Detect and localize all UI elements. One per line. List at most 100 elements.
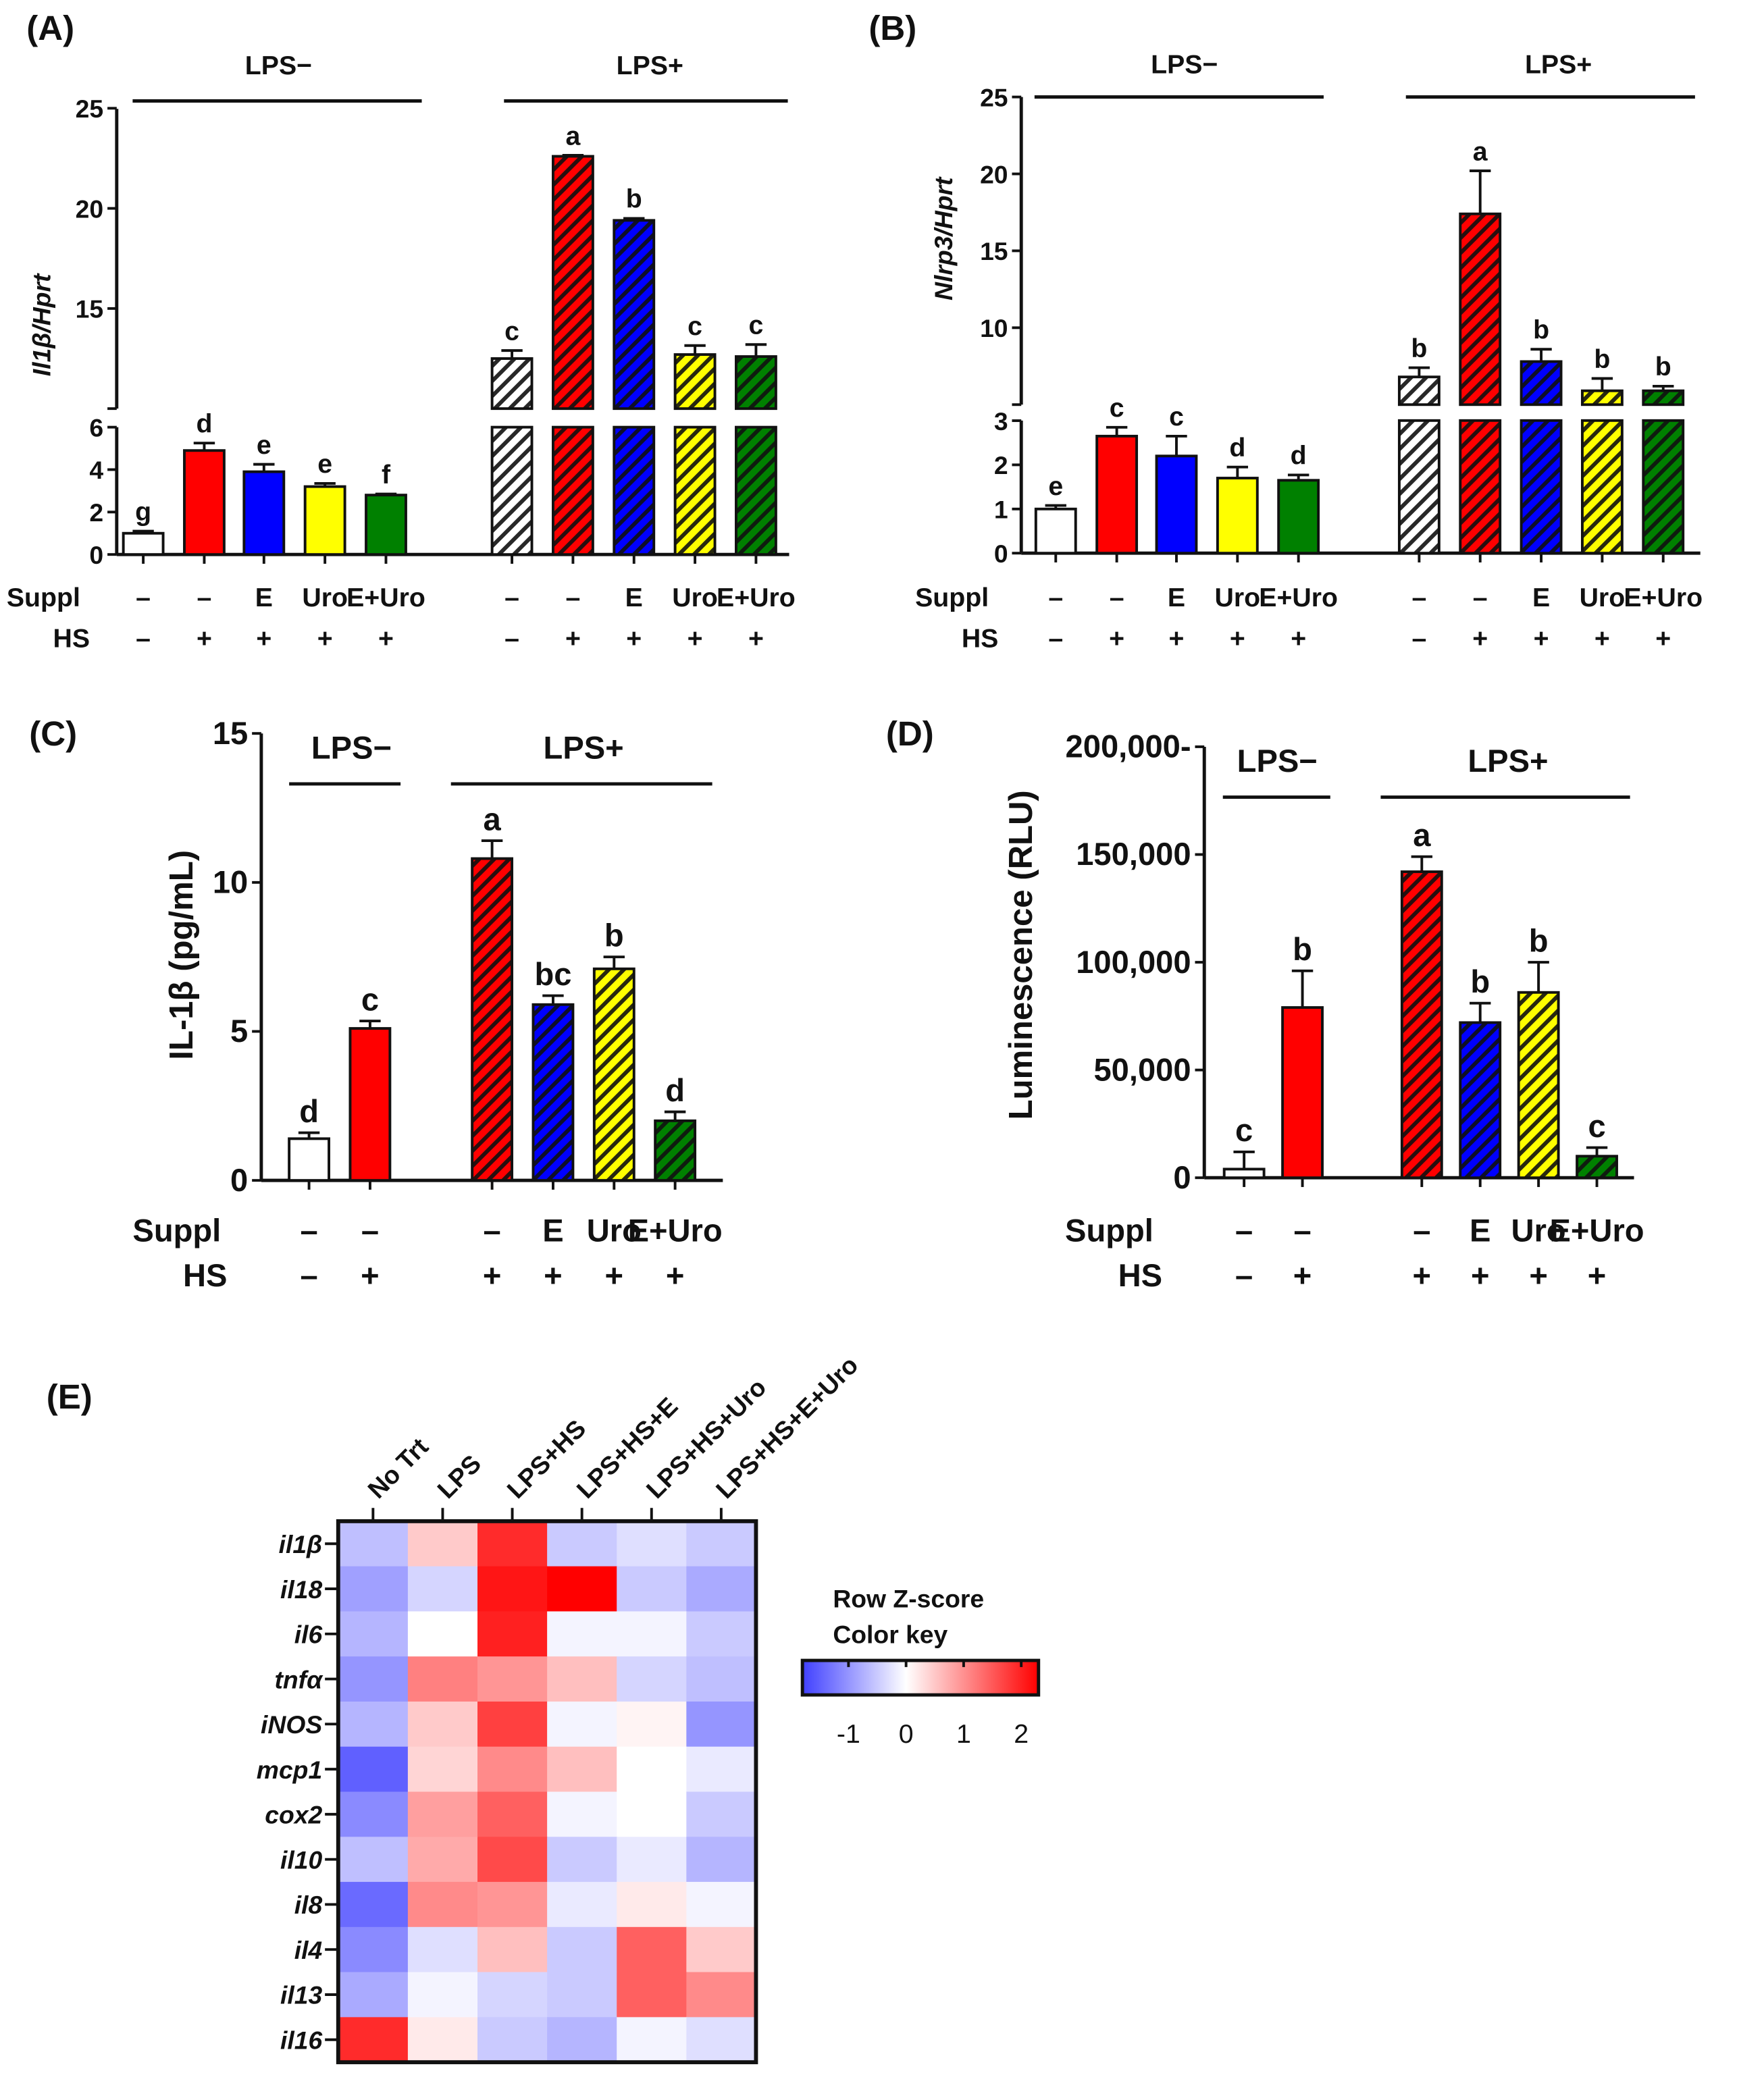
suppl-value: E [1532,583,1550,612]
bar-group: c Uro + [672,311,718,654]
significance-letter: e [257,430,271,460]
heatmap-cell [338,1972,409,2018]
heatmap-cell [547,1746,618,1793]
heatmap-cell [477,1972,548,2018]
bar-group: c E+Uro + [717,311,796,654]
heatmap-cell [338,1746,409,1793]
significance-letter: c [1588,1108,1605,1144]
bar-hatch [1460,213,1501,405]
bar-group: bc E + [531,956,575,1293]
hs-row-label: HS [1118,1257,1162,1293]
heatmap-cell [547,1521,618,1567]
significance-letter: b [1470,964,1490,999]
suppl-row-label: Suppl [915,583,989,612]
y-tick-label: 15 [980,237,1008,265]
heatmap-cell [547,1837,618,1883]
bar-hatch [1643,390,1684,405]
heatmap-cell [407,1972,478,2018]
significance-letter: c [1235,1112,1253,1148]
group-label: LPS− [245,51,312,80]
hs-value: – [300,1257,317,1293]
bar-group: a – + [471,801,514,1293]
significance-letter: b [1533,315,1549,345]
bar-hatch [1521,361,1561,405]
panel-label: (D) [886,714,934,753]
significance-letter: d [196,409,212,438]
significance-letter: e [1048,471,1063,501]
bar-group: b – – [1397,334,1441,654]
color-key-tick-label: -1 [837,1719,860,1749]
row-label: mcp1 [257,1756,322,1784]
bar-hatch [1582,420,1622,554]
significance-letter: b [1655,352,1671,382]
color-key-bar [800,1658,1041,1697]
row-label: il10 [280,1845,322,1874]
significance-letter: c [361,981,379,1017]
heatmap-cell [407,1746,478,1793]
heatmap-cell [617,1791,688,1838]
heatmap-cell [477,1701,548,1747]
panel-c: (C) IL-1β (pg/mL) 0 5 10 15 LPS− LPS+ Suppl HS d – –… [29,714,723,1293]
heatmap-cell [686,2017,757,2063]
y-tick-label: 10 [213,864,248,900]
heatmap-cell [407,2017,478,2063]
heatmap-cell [686,1521,757,1567]
heatmap-cell [407,1521,478,1567]
bar [1155,454,1198,555]
y-tick-label: 20 [76,194,104,223]
hs-value: + [1471,1257,1490,1293]
bar-hatch [1401,872,1442,1178]
suppl-value: Uro [1580,583,1626,612]
y-tick-label: 25 [980,83,1008,111]
heatmap-cell [338,1611,409,1658]
panel-d: (D) Luminescence (RLU) 0 50,000 100,000 150,0… [886,714,1644,1293]
y-tick-label: 3 [994,407,1008,436]
bar-group: c – – [490,316,534,654]
y-tick-label: 0 [1173,1159,1191,1195]
y-tick-label: 5 [230,1013,248,1049]
hs-value: + [1529,1257,1548,1293]
column-label: LPS [432,1449,486,1504]
row-label: il8 [294,1891,323,1919]
hs-value: + [626,624,642,654]
bar [122,531,165,556]
y-tick-label: 0 [230,1162,248,1198]
heatmap-cell [338,1521,409,1567]
bar-group: d E+Uro + [628,1072,723,1293]
hs-row-label: HS [53,624,90,654]
heatmap-cell [547,1701,618,1747]
panel-label: (B) [868,9,916,47]
significance-letter: b [1293,931,1312,967]
y-tick-label: 20 [980,160,1008,188]
y-tick-label: 0 [994,540,1008,568]
hs-value: + [1109,624,1124,654]
row-label: il13 [280,1981,322,2009]
bar-group: c – + [348,981,392,1293]
heatmap-cell [686,1837,757,1883]
suppl-value: E [542,1212,563,1248]
hs-value: + [1588,1257,1607,1293]
panel-a: (A) Il1β/Hprt 0 2 4 6 15 20 25 LPS− LPS+ Suppl HS g – –… [7,9,796,653]
heatmap-cell [547,1972,618,2018]
significance-letter: d [299,1093,319,1129]
heatmap-cell [407,1611,478,1658]
row-label: il4 [294,1936,323,1964]
bar-hatch [1582,390,1622,405]
heatmap-cell [338,1837,409,1883]
heatmap-cell [686,1972,757,2018]
hs-row-label: HS [183,1257,227,1293]
suppl-value: E+Uro [1549,1212,1644,1248]
heatmap-cell [686,1656,757,1702]
bar-hatch [472,858,513,1181]
bar-group: d – – [288,1093,331,1293]
heatmap-cell [617,1972,688,2018]
bar-group: b Uro + [1580,344,1626,654]
group-label: LPS+ [1468,743,1548,779]
panel-e: (E) il1β il18 il6 tnfα iNOS mcp1 cox2 il10 il8 il4… [47,1350,1041,2065]
suppl-value: – [504,583,519,612]
hs-value: + [1655,624,1671,654]
bar-hatch [735,357,776,409]
y-axis-label: Nlrp3/Hprt [929,176,958,300]
bar-group: a – + [551,121,594,654]
heatmap-cell [338,1566,409,1612]
